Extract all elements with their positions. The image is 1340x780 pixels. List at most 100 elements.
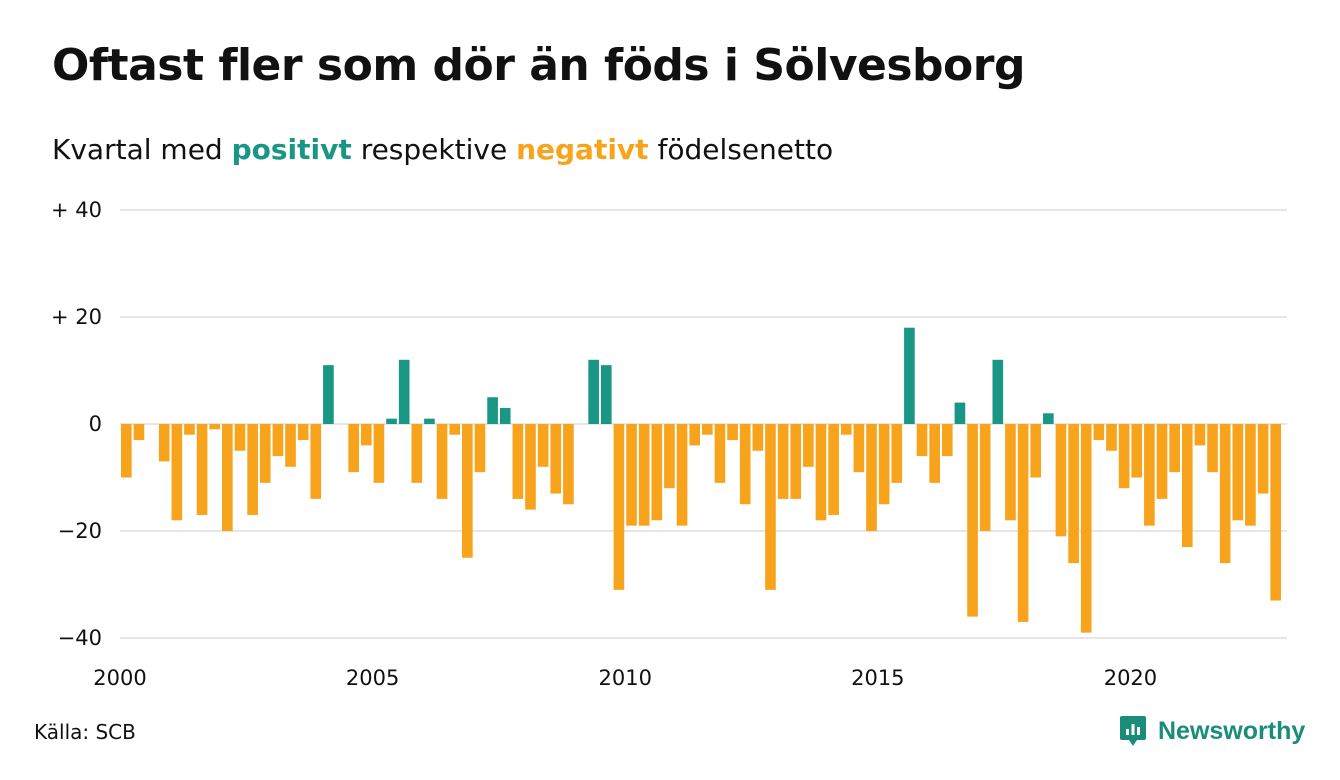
bar-negative: 2016 Q1: -11 [929,424,940,483]
bar-positive: 2015 Q3: 18 [904,327,915,424]
bar-negative: 2014 Q1: -17 [828,424,839,515]
subtitle-middle: respektive [360,133,508,166]
bar-negative: 2022 Q4: -33 [1270,424,1281,601]
bar-negative: 2010 Q4: -12 [664,424,675,489]
bar-negative: 2001 Q1: -18 [171,424,183,521]
bar-positive: 2017 Q2: 12 [992,359,1004,424]
bar-negative: 2013 Q1: -14 [777,424,789,499]
bar-negative: 2017 Q1: -20 [979,424,991,531]
bar-negative: 2012 Q4: -31 [765,424,776,590]
bar-negative: 2013 Q4: -18 [815,424,827,521]
bar-negative: 2015 Q1: -15 [878,424,890,505]
bar-negative: 2021 Q1: -23 [1181,424,1193,548]
bar-negative: 2014 Q2: -2 [840,424,852,435]
bar-negative: 2013 Q2: -14 [790,424,802,499]
bar-negative: 2019 Q3: -5 [1106,424,1117,451]
bar-negative: 2007 Q1: -9 [474,424,486,473]
bar-negative: 2017 Q4: -37 [1017,424,1029,622]
bar-negative: 2014 Q3: -9 [853,424,865,473]
source-note: Källa: SCB [34,720,136,744]
bar-negative: 2007 Q4: -14 [512,424,524,499]
bar-negative: 2001 Q2: -2 [184,424,195,435]
subtitle-positive-word: positivt [231,133,352,166]
x-tick-label: 2020 [1104,666,1157,690]
bar-negative: 2015 Q4: -6 [916,424,928,457]
y-tick-label: −40 [58,626,102,650]
x-tick-label: 2015 [851,666,904,690]
y-tick-label: + 20 [51,305,102,329]
bar-negative: 2006 Q4: -25 [462,424,473,558]
bar-negative: 2012 Q3: -5 [752,424,764,451]
bar-negative: 2020 Q4: -9 [1169,424,1180,473]
bar-negative: 2001 Q4: -1 [209,424,221,430]
bar-positive: 2007 Q2: 5 [487,397,498,424]
newsworthy-logo-icon [1120,716,1146,746]
bar-positive: 2009 Q2: 12 [588,359,599,424]
y-tick-label: 0 [89,412,102,436]
bar-negative: 2017 Q3: -18 [1005,424,1016,521]
bar-positive: 2018 Q2: 2 [1043,413,1054,424]
bar-negative: 2011 Q2: -4 [689,424,700,446]
bar-negative: 2008 Q2: -8 [537,424,549,467]
bar-negative: 2012 Q1: -3 [727,424,738,441]
bar-negative: 2002 Q4: -11 [259,424,271,483]
bar-positive: 2005 Q2: 1 [386,418,397,424]
bar-negative: 2008 Q1: -16 [525,424,536,510]
bar-negative: 2013 Q3: -8 [803,424,814,467]
bar-negative: 2020 Q2: -19 [1144,424,1155,526]
bar-negative: 2008 Q3: -13 [550,424,562,494]
bar-negative: 2002 Q3: -17 [247,424,258,515]
bar-negative: 2010 Q1: -19 [626,424,637,526]
bar-negative: 2016 Q2: -6 [941,424,953,457]
bar-negative: 2011 Q1: -19 [676,424,688,526]
bar-negative: 2000 Q4: -7 [158,424,170,462]
bar-negative: 2003 Q1: -6 [272,424,284,457]
bar-negative: 2004 Q3: -9 [348,424,359,473]
x-tick-label: 2010 [598,666,651,690]
bar-negative: 2019 Q1: -39 [1080,424,1092,633]
x-tick-label: 2000 [93,666,146,690]
bar-negative: 2011 Q4: -11 [714,424,726,483]
subtitle-negative-word: negativt [516,133,649,166]
bar-negative: 2019 Q2: -3 [1093,424,1105,441]
bar-negative: 2021 Q2: -4 [1194,424,1206,446]
bar-negative: 2021 Q4: -26 [1219,424,1231,564]
bar-negative: 2001 Q3: -17 [196,424,208,515]
bar-negative: 2005 Q4: -11 [411,424,423,483]
x-axis-tick-labels: 2000 2005 2010 2015 2020 [93,666,1157,690]
bar-negative: 2022 Q1: -18 [1232,424,1244,521]
bar-negative: 2022 Q2: -19 [1245,424,1256,526]
bar-negative: 2003 Q4: -14 [310,424,322,499]
bar-negative: 2020 Q3: -14 [1156,424,1168,499]
x-tick-label: 2005 [346,666,399,690]
bar-negative: 2006 Q3: -2 [449,424,461,435]
bar-negative: 2011 Q3: -2 [702,424,713,435]
newsworthy-logo: Newsworthy [1118,714,1305,748]
y-axis-tick-labels: + 40 + 20 0 −20 −40 [51,198,102,650]
y-tick-label: + 40 [51,198,102,222]
bar-negative: 2002 Q1: -20 [222,424,233,531]
bar-negative: 2022 Q3: -13 [1257,424,1269,494]
bars: 2000 Q1: -102000 Q2: -32000 Q4: -72001 Q… [121,327,1281,633]
chart-title: Oftast fler som dör än föds i Sölvesborg [52,40,1025,91]
bar-positive: 2009 Q3: 11 [600,365,612,424]
bar-negative: 2010 Q2: -19 [638,424,650,526]
bar-negative: 2016 Q4: -36 [967,424,978,617]
bar-negative: 2000 Q1: -10 [121,424,132,478]
bar-negative: 2003 Q3: -3 [297,424,309,441]
bar-negative: 2002 Q2: -5 [234,424,246,451]
bar-positive: 2004 Q1: 11 [323,365,334,424]
bar-positive: 2016 Q3: 4 [954,402,966,424]
bar-negative: 2004 Q4: -4 [360,424,372,446]
bar-positive: 2006 Q1: 1 [424,418,435,424]
bar-negative: 2020 Q1: -10 [1131,424,1143,478]
bar-negative: 2021 Q3: -9 [1207,424,1218,473]
bar-negative: 2008 Q4: -15 [563,424,574,505]
bar-negative: 2012 Q2: -15 [739,424,751,505]
bar-negative: 2018 Q1: -10 [1030,424,1042,478]
bar-negative: 2010 Q3: -18 [651,424,663,521]
chart-subtitle: Kvartal med positivt respektive negativt… [52,133,833,166]
bar-negative: 2015 Q2: -11 [891,424,903,483]
bar-negative: 2019 Q4: -12 [1118,424,1130,489]
